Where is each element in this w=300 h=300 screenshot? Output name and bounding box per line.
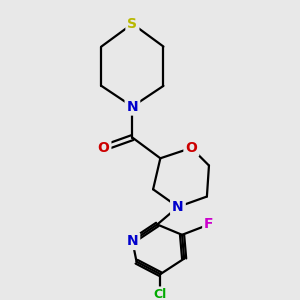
Text: N: N [127,234,138,248]
Text: Cl: Cl [154,288,167,300]
Text: S: S [128,17,137,31]
Text: N: N [127,100,138,114]
Text: O: O [98,141,110,155]
Text: O: O [185,141,197,155]
Text: F: F [204,218,214,232]
Text: N: N [172,200,184,214]
